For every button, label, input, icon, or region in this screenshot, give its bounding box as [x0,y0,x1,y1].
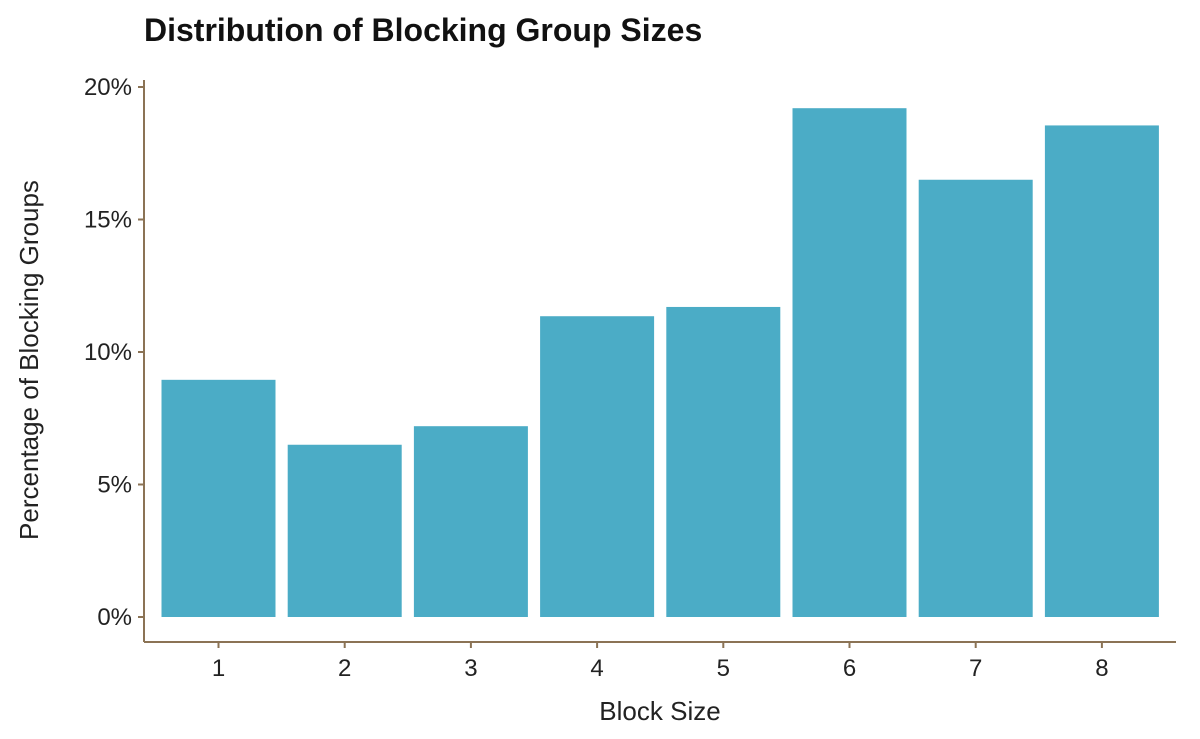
y-axis-title: Percentage of Blocking Groups [14,180,44,540]
x-tick-label: 6 [843,655,856,682]
x-tick-label: 4 [590,655,603,682]
y-tick-label: 20% [84,74,132,101]
x-tick-label: 2 [338,655,351,682]
bar-3 [413,426,528,617]
bar-2 [287,444,402,617]
y-tick-label: 10% [84,339,132,366]
bar-5 [666,306,781,617]
x-axis-title: Block Size [599,696,720,726]
bar-7 [918,179,1033,617]
bar-4 [540,316,655,617]
bar-6 [792,108,907,617]
x-tick-label: 7 [969,655,982,682]
bars [161,108,1159,618]
bar-8 [1044,125,1159,618]
x-tick-label: 3 [464,655,477,682]
y-tick-label: 0% [97,604,132,631]
x-tick-label: 5 [717,655,730,682]
chart-title: Distribution of Blocking Group Sizes [144,12,702,48]
y-tick-label: 15% [84,207,132,234]
x-axis-ticks: 1 2 3 4 5 6 7 8 [212,642,1109,682]
x-tick-label: 1 [212,655,225,682]
y-axis-ticks: 0% 5% 10% 15% 20% [84,74,144,631]
bar-1 [161,379,276,617]
y-tick-label: 5% [97,472,132,499]
x-tick-label: 8 [1095,655,1108,682]
